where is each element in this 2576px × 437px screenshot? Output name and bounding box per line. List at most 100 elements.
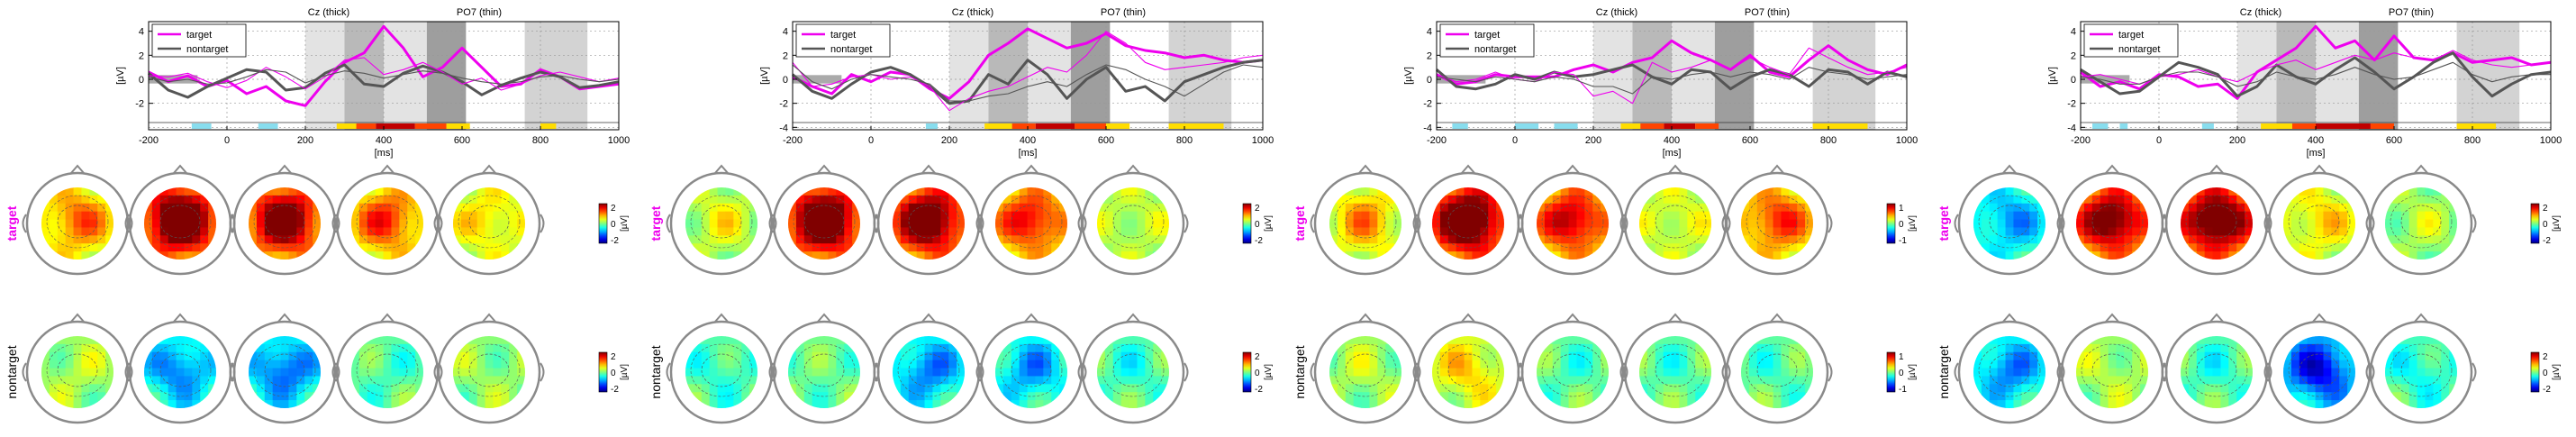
topo-cell bbox=[1568, 384, 1578, 393]
topo-cell bbox=[415, 343, 423, 353]
topo-cell bbox=[501, 187, 510, 196]
topo-cell bbox=[788, 187, 797, 196]
topo-cell bbox=[1601, 384, 1609, 393]
topo-cell bbox=[685, 187, 694, 196]
topo-cell bbox=[2283, 187, 2292, 196]
interval-shade bbox=[2316, 22, 2359, 130]
topo-cell bbox=[2220, 392, 2229, 401]
head-nose bbox=[817, 164, 831, 174]
topo-cell bbox=[1537, 203, 1546, 213]
topo-cell bbox=[1447, 336, 1457, 345]
topo-cell bbox=[2417, 368, 2426, 378]
contour-line bbox=[1102, 195, 1165, 249]
topo-cell bbox=[468, 211, 478, 221]
topo-cell bbox=[1377, 336, 1386, 345]
topo-cell bbox=[916, 400, 926, 408]
topo-cell bbox=[208, 203, 216, 213]
contour-line bbox=[149, 343, 212, 397]
topo-cell bbox=[749, 343, 757, 353]
topo-cell bbox=[2385, 376, 2394, 385]
topo-cell bbox=[900, 392, 910, 401]
topo-cell bbox=[383, 368, 393, 378]
topo-cell bbox=[2417, 243, 2426, 252]
topo-cell bbox=[1997, 351, 2007, 361]
topo-cell bbox=[1748, 187, 1758, 196]
topo-cell bbox=[1137, 195, 1146, 205]
topo-cell bbox=[264, 203, 274, 213]
topo-cell bbox=[1584, 251, 1593, 259]
topo-cell bbox=[501, 400, 510, 408]
topo-cell bbox=[693, 227, 703, 236]
topo-cell bbox=[788, 227, 797, 236]
topo-cell bbox=[2029, 384, 2038, 393]
topo-cell bbox=[460, 368, 470, 378]
topo-cell bbox=[1537, 392, 1546, 401]
topo-cell bbox=[893, 392, 902, 401]
topo-cell bbox=[375, 227, 385, 236]
topo-cell bbox=[2108, 360, 2118, 369]
topo-cell bbox=[2323, 392, 2332, 401]
topo-cell bbox=[2029, 227, 2038, 236]
topo-cell bbox=[1601, 219, 1609, 229]
topo-cell bbox=[893, 219, 902, 229]
topo-cell bbox=[144, 336, 153, 345]
topo-cell bbox=[1337, 211, 1347, 221]
topo-cell bbox=[1393, 368, 1401, 378]
topo-cell bbox=[1345, 219, 1355, 229]
topo-cell bbox=[358, 227, 368, 236]
topo-cell bbox=[741, 376, 750, 385]
topo-cell bbox=[803, 187, 813, 196]
topo-cell bbox=[2385, 219, 2394, 229]
topo-cell bbox=[2392, 384, 2402, 393]
x-tick-label: 600 bbox=[1742, 135, 1758, 146]
topo-cell bbox=[1544, 203, 1554, 213]
topo-cell bbox=[501, 360, 510, 369]
topo-cell bbox=[709, 187, 719, 196]
x-tick-label: -200 bbox=[2071, 135, 2091, 146]
topo-cell bbox=[468, 187, 478, 196]
topo-cell bbox=[264, 368, 274, 378]
topo-cell bbox=[2076, 384, 2085, 393]
topo-cell bbox=[1756, 400, 1766, 408]
head-ear-right bbox=[1184, 214, 1189, 233]
topo-cell bbox=[725, 368, 734, 378]
topo-cell bbox=[1748, 243, 1758, 252]
topo-cell bbox=[256, 368, 266, 378]
topo-cell bbox=[1002, 384, 1012, 393]
topo-cell bbox=[1797, 251, 1806, 259]
topo-cell bbox=[1781, 384, 1790, 393]
topo-cell bbox=[733, 400, 742, 408]
topo-cell bbox=[1137, 392, 1146, 401]
topomap-target-1 bbox=[666, 164, 777, 276]
topo-cell bbox=[81, 384, 90, 393]
topo-cell bbox=[2347, 343, 2355, 353]
topo-cell bbox=[1764, 368, 1774, 378]
topo-cell bbox=[2029, 243, 2038, 252]
head-outline bbox=[2164, 171, 2269, 276]
topo-cell bbox=[1671, 376, 1681, 385]
topo-cell bbox=[916, 203, 926, 213]
topomap-nontarget-3 bbox=[1517, 313, 1628, 424]
topo-cell bbox=[304, 195, 313, 205]
topo-cell bbox=[399, 376, 408, 385]
topo-cell bbox=[57, 251, 67, 259]
topo-cell bbox=[1002, 376, 1012, 385]
significance-mark bbox=[1515, 123, 1539, 129]
topo-cell bbox=[1112, 392, 1122, 401]
topo-cell bbox=[2323, 384, 2332, 393]
topo-cell bbox=[2245, 227, 2253, 236]
topo-cell bbox=[2212, 219, 2222, 229]
topo-cell bbox=[176, 392, 186, 401]
topo-cell bbox=[168, 343, 177, 353]
topo-cell bbox=[1137, 203, 1146, 213]
topo-cell bbox=[1464, 235, 1474, 244]
topo-cell bbox=[304, 211, 313, 221]
topo-cell bbox=[200, 235, 209, 244]
topo-cell bbox=[2083, 400, 2093, 408]
colorbar-target bbox=[1886, 203, 1896, 244]
topo-cell bbox=[1377, 376, 1386, 385]
topo-cell bbox=[1027, 400, 1037, 408]
topo-cell bbox=[836, 392, 845, 401]
